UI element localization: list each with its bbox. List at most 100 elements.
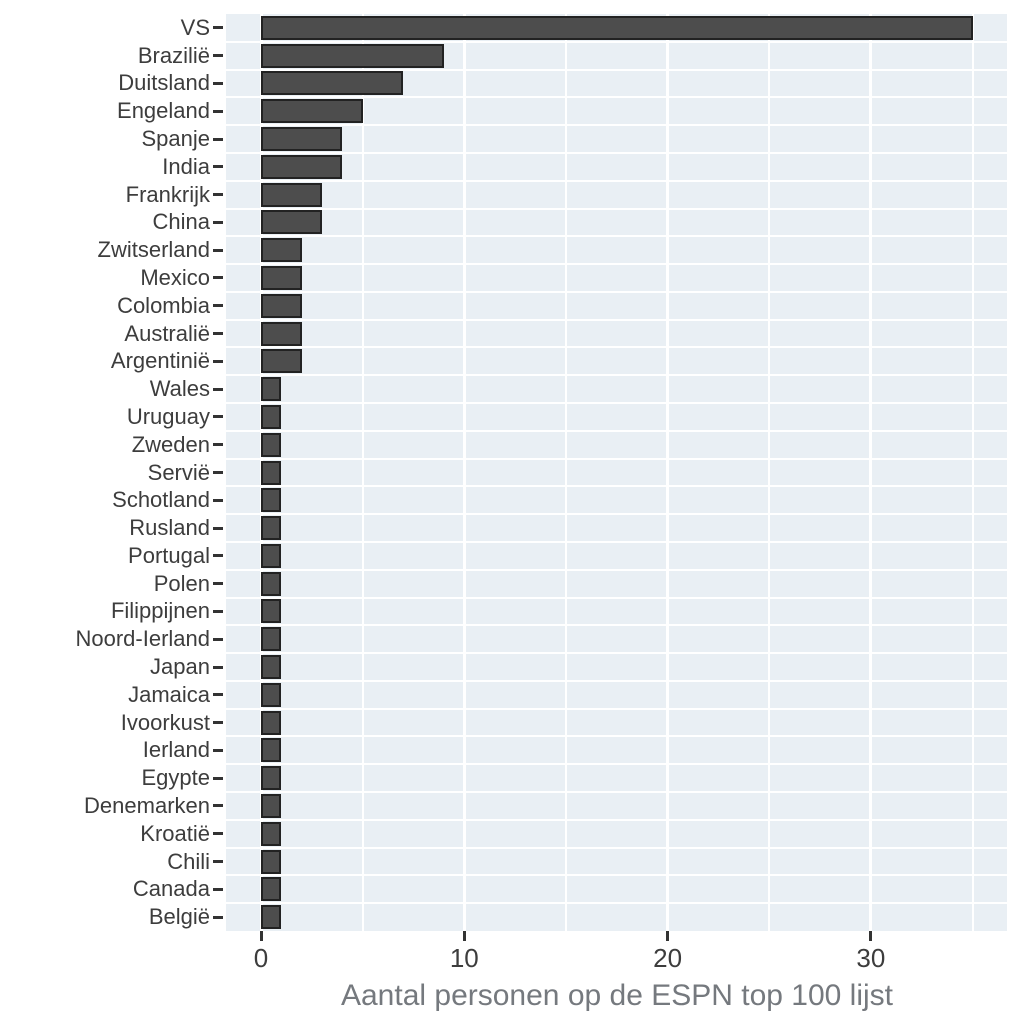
horizontal-gridline xyxy=(226,263,1007,266)
y-axis-tick xyxy=(213,776,223,780)
vertical-gridline xyxy=(564,14,567,931)
x-axis-tick-label: 20 xyxy=(653,943,683,973)
bar xyxy=(261,766,281,791)
y-axis-tick xyxy=(213,915,223,919)
y-axis-tick xyxy=(213,637,223,641)
horizontal-gridline xyxy=(226,568,1007,571)
x-axis-tick-label: 0 xyxy=(253,943,269,973)
bar xyxy=(261,599,281,624)
horizontal-gridline xyxy=(226,318,1007,321)
y-axis-tick xyxy=(213,359,223,363)
y-axis-label: Zwitserland xyxy=(97,237,210,263)
y-axis-label: Mexico xyxy=(140,264,210,290)
horizontal-gridline xyxy=(226,874,1007,877)
horizontal-gridline xyxy=(226,818,1007,821)
bar xyxy=(261,877,281,902)
y-axis-label: Ierland xyxy=(142,737,210,763)
y-axis-label: Kroatië xyxy=(140,820,210,846)
bar xyxy=(261,793,281,818)
horizontal-gridline xyxy=(226,846,1007,849)
bar xyxy=(261,516,281,541)
x-axis-tick-label: 30 xyxy=(856,943,886,973)
horizontal-gridline xyxy=(226,485,1007,488)
bar xyxy=(261,349,302,374)
y-axis-label: Filippijnen xyxy=(110,598,210,624)
bar xyxy=(261,571,281,596)
horizontal-gridline xyxy=(226,707,1007,710)
x-axis-tick xyxy=(462,931,466,941)
y-axis-tick xyxy=(213,498,223,502)
y-axis-tick xyxy=(213,554,223,558)
y-axis-tick xyxy=(213,443,223,447)
y-axis-tick xyxy=(213,665,223,669)
horizontal-gridline xyxy=(226,68,1007,71)
y-axis-tick xyxy=(213,609,223,613)
y-axis-label: Ivoorkust xyxy=(120,709,210,735)
horizontal-gridline xyxy=(226,374,1007,377)
horizontal-gridline xyxy=(226,679,1007,682)
bar xyxy=(261,293,302,318)
horizontal-gridline xyxy=(226,596,1007,599)
y-axis-tick xyxy=(213,220,223,224)
y-axis-tick xyxy=(213,832,223,836)
y-axis-label: Frankrijk xyxy=(125,181,210,207)
bar xyxy=(261,710,281,735)
bar xyxy=(261,43,444,68)
vertical-gridline xyxy=(971,14,974,931)
bar xyxy=(261,905,281,930)
x-axis-tick xyxy=(259,931,263,941)
bar xyxy=(261,71,403,96)
y-axis-tick xyxy=(213,804,223,808)
y-axis-label: Duitsland xyxy=(118,70,210,96)
bar xyxy=(261,849,281,874)
y-axis-label: Noord-Ierland xyxy=(75,626,210,652)
bar xyxy=(261,321,302,346)
y-axis-label: Wales xyxy=(149,376,210,402)
y-axis-label: Denemarken xyxy=(84,792,210,818)
y-axis-tick xyxy=(213,276,223,280)
y-axis-label: Uruguay xyxy=(126,403,210,429)
y-axis-tick xyxy=(213,193,223,197)
y-axis-label: Rusland xyxy=(129,515,210,541)
horizontal-gridline xyxy=(226,235,1007,238)
y-axis-label: Egypte xyxy=(141,765,211,791)
horizontal-gridline xyxy=(226,402,1007,405)
horizontal-gridline xyxy=(226,179,1007,182)
y-axis-label: Australië xyxy=(124,320,210,346)
bar xyxy=(261,821,281,846)
y-axis-tick xyxy=(213,54,223,58)
y-axis-label: Jamaica xyxy=(128,681,210,707)
horizontal-gridline xyxy=(226,290,1007,293)
bar xyxy=(261,238,302,263)
y-axis-tick xyxy=(213,109,223,113)
horizontal-gridline xyxy=(226,540,1007,543)
horizontal-gridline xyxy=(226,902,1007,905)
y-axis-label: Colombia xyxy=(117,292,210,318)
y-axis-label: Polen xyxy=(153,570,210,596)
y-axis-tick xyxy=(213,526,223,530)
bar xyxy=(261,627,281,652)
horizontal-gridline xyxy=(226,124,1007,127)
x-axis-title: Aantal personen op de ESPN top 100 lijst xyxy=(340,979,894,1012)
y-axis-label: Schotland xyxy=(112,487,210,513)
y-axis-label: Zweden xyxy=(131,431,210,457)
y-axis-label: Brazilië xyxy=(137,42,210,68)
bar xyxy=(261,655,281,679)
y-axis-tick xyxy=(213,887,223,891)
y-axis-tick xyxy=(213,471,223,474)
x-axis-tick xyxy=(666,931,670,941)
bar xyxy=(261,488,281,513)
y-axis-label: VS xyxy=(180,14,210,40)
horizontal-gridline xyxy=(226,735,1007,738)
y-axis-tick xyxy=(213,248,223,252)
bar xyxy=(261,99,363,124)
y-axis-label: Argentinië xyxy=(110,348,210,374)
y-axis-tick xyxy=(213,415,223,419)
y-axis-label: Engeland xyxy=(117,98,210,124)
bar xyxy=(261,682,281,707)
y-axis-tick xyxy=(213,748,223,752)
vertical-gridline xyxy=(666,14,670,931)
vertical-gridline xyxy=(361,14,364,931)
y-axis-tick xyxy=(213,582,223,586)
